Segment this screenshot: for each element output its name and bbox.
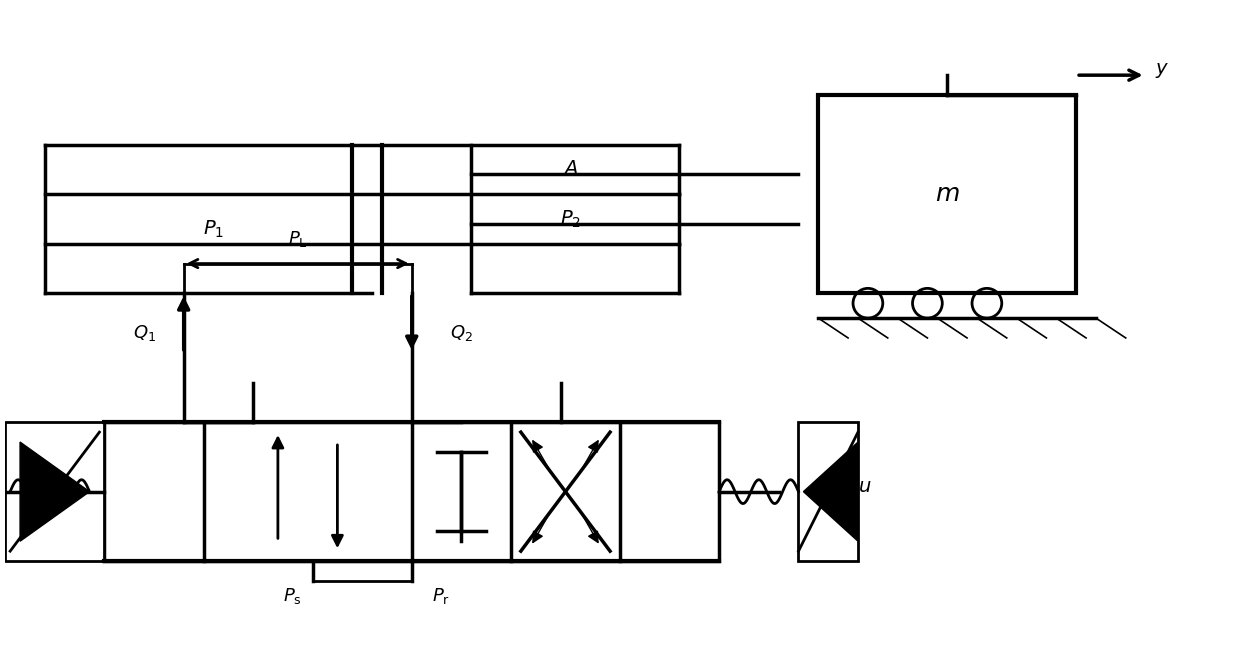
Polygon shape (804, 442, 858, 541)
Text: $u$: $u$ (858, 477, 872, 496)
Text: $Q_2$: $Q_2$ (450, 323, 472, 343)
Bar (799, 422, 858, 561)
Text: $P_{\rm s}$: $P_{\rm s}$ (283, 586, 303, 606)
Bar (5, 422, 104, 561)
Text: $P_1$: $P_1$ (203, 218, 224, 239)
Text: $P_2$: $P_2$ (560, 208, 580, 229)
Bar (818, 95, 1076, 293)
Text: $m$: $m$ (935, 183, 960, 206)
Polygon shape (20, 442, 89, 541)
Text: $A$: $A$ (563, 160, 578, 178)
Text: $P_{\rm L}$: $P_{\rm L}$ (288, 229, 308, 249)
Text: $y$: $y$ (1156, 61, 1169, 80)
Bar (104, 422, 719, 561)
Text: $Q_1$: $Q_1$ (133, 323, 155, 343)
Text: $P_{\rm r}$: $P_{\rm r}$ (433, 586, 450, 606)
